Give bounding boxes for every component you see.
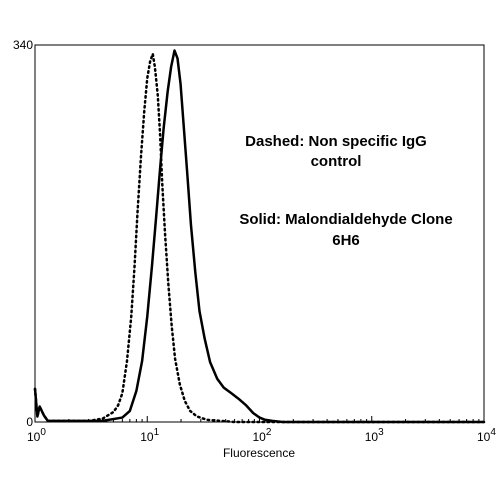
series-solid-malondialdehyde <box>33 49 484 424</box>
annotation-solid-line-1: Solid: Malondialdehyde Clone <box>239 211 452 228</box>
series-dotted-igg-control <box>33 53 486 424</box>
x-tick-label-2: 102 <box>253 427 272 444</box>
annotation-solid-line-2: 6H6 <box>332 232 360 249</box>
y-tick-label-1: 340 <box>13 38 33 52</box>
plot-frame <box>34 44 485 423</box>
x-axis-label: Fluorescence <box>223 446 295 460</box>
annotation-dashed-line-2: control <box>311 153 362 170</box>
x-tick-label-0: 100 <box>27 427 46 444</box>
x-tick-label-3: 103 <box>365 427 384 444</box>
x-tick-label-1: 101 <box>140 427 159 444</box>
y-tick-label-0: 0 <box>26 415 33 429</box>
x-tick-label-4: 104 <box>477 427 496 444</box>
annotation-dashed-line-1: Dashed: Non specific IgG <box>245 133 427 150</box>
